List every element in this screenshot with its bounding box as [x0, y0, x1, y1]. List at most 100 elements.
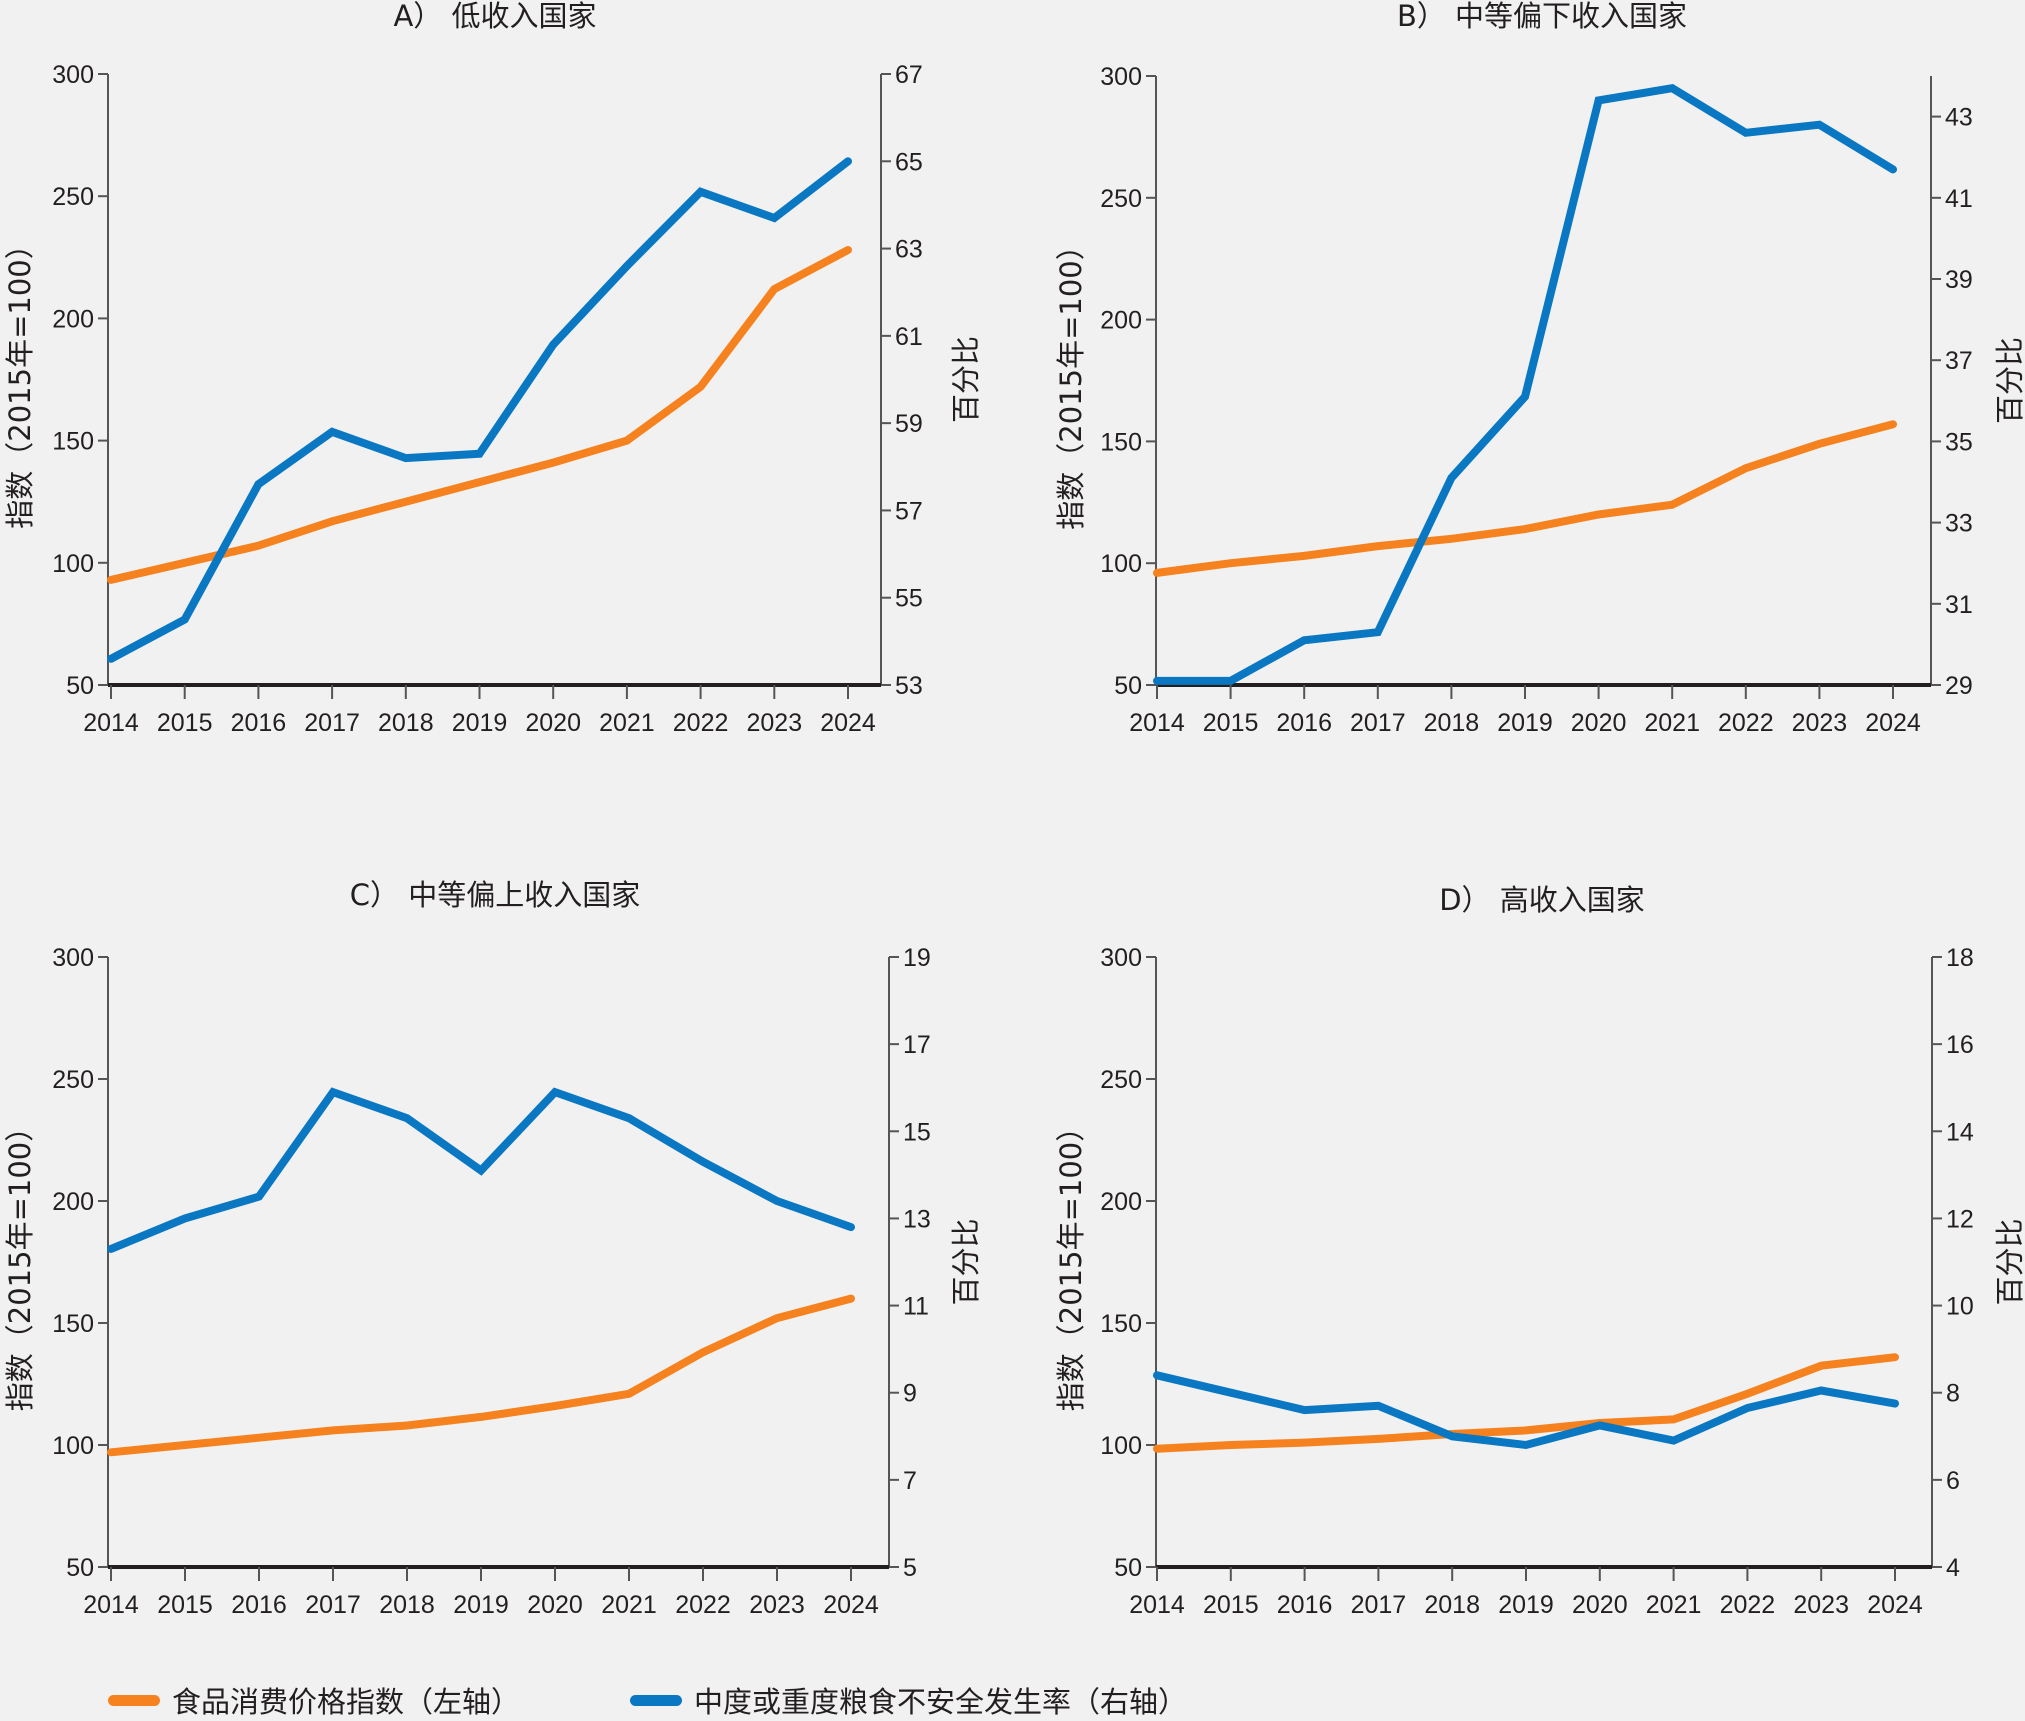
x-tick-label: 2016	[1277, 1591, 1333, 1619]
right-tick-label: 59	[895, 410, 923, 438]
data-point-food-cpi	[184, 562, 185, 563]
data-point-food-cpi	[481, 1416, 482, 1417]
right-tick-label: 15	[903, 1118, 931, 1146]
x-tick-label: 2020	[1572, 1591, 1628, 1619]
panel-title: D） 高收入国家	[1439, 883, 1645, 917]
data-point-food-insecurity	[405, 458, 406, 459]
x-tick-label: 2016	[1276, 709, 1332, 737]
data-point-food-cpi	[1821, 1365, 1822, 1366]
legend: 食品消费价格指数（左轴） 中度或重度粮食不安全发生率（右轴）	[108, 1680, 1297, 1720]
x-tick-label: 2023	[1792, 709, 1848, 737]
data-point-food-cpi	[1525, 529, 1526, 530]
right-tick-label: 39	[1945, 266, 1973, 294]
data-point-food-cpi	[332, 521, 333, 522]
data-point-food-cpi	[629, 1393, 630, 1394]
data-point-food-insecurity	[1893, 169, 1894, 170]
left-tick-label: 250	[1100, 1066, 1142, 1094]
x-tick-label: 2018	[378, 709, 434, 737]
right-tick-label: 13	[903, 1205, 931, 1233]
x-tick-label: 2017	[305, 1591, 361, 1619]
data-point-food-cpi	[1377, 546, 1378, 547]
data-point-food-cpi	[1157, 572, 1158, 573]
x-tick-label: 2024	[1867, 1591, 1923, 1619]
data-point-food-insecurity	[555, 1092, 556, 1093]
data-point-food-insecurity	[1157, 1375, 1158, 1376]
left-tick-label: 50	[66, 672, 94, 700]
data-point-food-cpi	[259, 1437, 260, 1438]
data-point-food-cpi	[1378, 1438, 1379, 1439]
right-tick-label: 14	[1946, 1118, 1974, 1146]
right-tick-label: 8	[1946, 1380, 1960, 1408]
data-point-food-cpi	[1526, 1430, 1527, 1431]
data-point-food-cpi	[1672, 504, 1673, 505]
left-tick-label: 100	[1100, 1432, 1142, 1460]
x-tick-label: 2021	[599, 709, 655, 737]
y2-axis-title: 百分比	[1993, 1218, 2025, 1305]
data-point-food-cpi	[851, 1298, 852, 1299]
x-tick-label: 2022	[673, 709, 729, 737]
x-tick-label: 2022	[1718, 709, 1774, 737]
right-tick-label: 43	[1945, 104, 1973, 132]
x-tick-label: 2018	[379, 1591, 435, 1619]
left-tick-label: 300	[1100, 944, 1142, 972]
data-point-food-insecurity	[626, 266, 627, 267]
left-tick-label: 250	[52, 183, 94, 211]
data-point-food-insecurity	[258, 484, 259, 485]
right-tick-label: 33	[1945, 510, 1973, 538]
data-point-food-cpi	[333, 1430, 334, 1431]
x-tick-label: 2019	[1498, 1591, 1554, 1619]
data-point-food-insecurity	[481, 1170, 482, 1171]
right-tick-label: 11	[903, 1293, 929, 1321]
data-point-food-cpi	[555, 1406, 556, 1407]
legend-swatch-food-cpi	[108, 1694, 160, 1706]
left-tick-label: 50	[1114, 1554, 1142, 1582]
right-tick-label: 6	[1946, 1467, 1960, 1495]
data-point-food-insecurity	[332, 431, 333, 432]
data-point-food-cpi	[700, 386, 701, 387]
panel-title: B） 中等偏下收入国家	[1397, 0, 1687, 33]
left-tick-label: 50	[1114, 672, 1142, 700]
data-point-food-cpi	[111, 1452, 112, 1453]
series-line-food-insecurity	[107, 1087, 855, 1253]
y2-axis-title: 百分比	[949, 1218, 983, 1305]
panel-a: A） 低收入国家 50 100 150 200 250 300 53 55 57 59 61 63 65 6…	[3, 0, 983, 737]
data-point-food-insecurity	[700, 191, 701, 192]
data-point-food-insecurity	[848, 161, 849, 162]
data-point-food-cpi	[1745, 468, 1746, 469]
x-tick-label: 2014	[1129, 709, 1185, 737]
series-line-food-cpi	[107, 246, 852, 584]
right-tick-label: 53	[895, 672, 923, 700]
data-point-food-cpi	[1230, 1445, 1231, 1446]
data-point-food-cpi	[553, 462, 554, 463]
data-point-food-insecurity	[1452, 1436, 1453, 1437]
legend-label-food-insecurity: 中度或重度粮食不安全发生率（右轴）	[694, 1685, 1188, 1719]
left-tick-label: 100	[52, 1432, 94, 1460]
data-point-food-insecurity	[1451, 477, 1452, 478]
right-tick-label: 57	[895, 497, 923, 525]
y-axis-title: 指数（2015年=100）	[3, 1113, 37, 1411]
x-tick-label: 2020	[527, 1591, 583, 1619]
x-tick-label: 2024	[1865, 709, 1921, 737]
x-tick-label: 2015	[1203, 1591, 1259, 1619]
x-tick-label: 2019	[453, 1591, 509, 1619]
x-tick-label: 2014	[83, 709, 139, 737]
data-point-food-cpi	[1598, 514, 1599, 515]
x-tick-label: 2015	[157, 1591, 213, 1619]
x-tick-label: 2018	[1424, 1591, 1480, 1619]
data-point-food-insecurity	[479, 453, 480, 454]
data-point-food-insecurity	[111, 658, 112, 659]
right-tick-label: 16	[1946, 1031, 1974, 1059]
x-tick-label: 2017	[1350, 709, 1406, 737]
right-tick-label: 61	[895, 323, 923, 351]
data-point-food-cpi	[774, 289, 775, 290]
data-point-food-insecurity	[1672, 88, 1673, 89]
left-tick-label: 150	[52, 1310, 94, 1338]
data-point-food-insecurity	[553, 344, 554, 345]
data-point-food-cpi	[185, 1445, 186, 1446]
legend-swatch-food-insecurity	[630, 1694, 683, 1706]
data-point-food-insecurity	[185, 1218, 186, 1219]
x-tick-label: 2015	[157, 709, 213, 737]
data-point-food-insecurity	[1599, 1425, 1600, 1426]
left-tick-label: 200	[1100, 307, 1142, 335]
